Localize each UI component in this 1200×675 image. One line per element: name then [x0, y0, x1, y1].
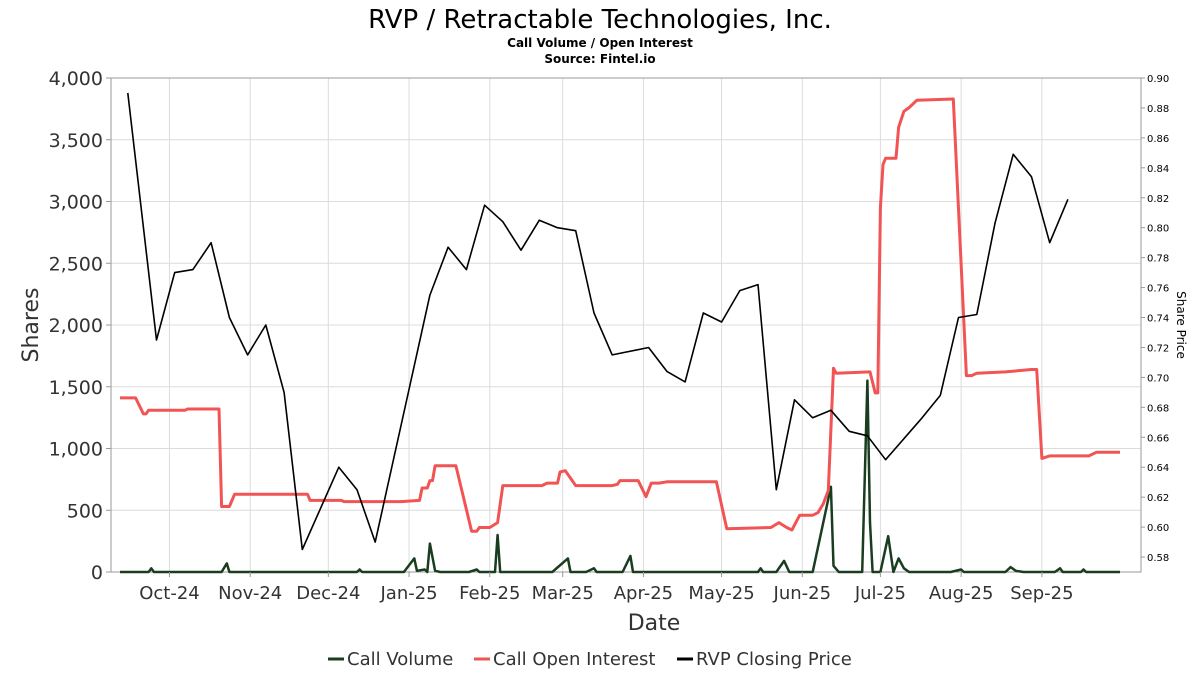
- x-tick-label: May-25: [688, 583, 754, 604]
- y2-tick-label: 0.78: [1147, 254, 1169, 265]
- x-tick-label: Jul-25: [854, 583, 906, 604]
- y-tick-label: 4,000: [49, 68, 103, 90]
- y-tick-label: 3,500: [49, 130, 103, 152]
- y2-tick-label: 0.60: [1147, 523, 1169, 534]
- x-tick-label: Apr-25: [614, 583, 673, 604]
- y2-tick-label: 0.80: [1147, 224, 1169, 235]
- y2-tick-label: 0.88: [1147, 104, 1169, 115]
- x-tick-label: Mar-25: [532, 583, 594, 604]
- y-tick-label: 2,500: [49, 253, 103, 275]
- chart-title: RVP / Retractable Technologies, Inc.: [368, 5, 832, 35]
- legend: Call Volume Call Open Interest RVP Closing…: [328, 649, 852, 670]
- axis-ticks: 0 500 1,000 1,500 2,000 2,500 3,000 3,500 4,000 O…: [49, 68, 1170, 604]
- y2-tick-label: 0.66: [1147, 433, 1169, 444]
- y2-tick-label: 0.76: [1147, 284, 1169, 295]
- y2-tick-label: 0.86: [1147, 134, 1169, 145]
- x-tick-label: Oct-24: [139, 583, 200, 604]
- series-line-call-open-interest: [120, 97, 1120, 533]
- y2-tick-label: 0.58: [1147, 553, 1169, 564]
- y2-tick-label: 0.68: [1147, 403, 1169, 414]
- y2-axis-label: Share Price: [1174, 291, 1188, 359]
- x-tick-label: Aug-25: [929, 583, 994, 604]
- legend-label-rvp-closing-price: RVP Closing Price: [696, 649, 852, 670]
- y-axis-label: Shares: [19, 288, 44, 363]
- y2-tick-label: 0.72: [1147, 343, 1169, 354]
- y2-tick-label: 0.70: [1147, 373, 1169, 384]
- y-tick-label: 1,500: [49, 377, 103, 399]
- series-line-call-volume: [120, 379, 1120, 574]
- y-tick-label: 3,000: [49, 192, 103, 214]
- grid: [111, 77, 1141, 573]
- y2-tick-label: 0.82: [1147, 194, 1169, 205]
- legend-label-call-open-interest: Call Open Interest: [493, 649, 655, 670]
- x-tick-label: Jun-25: [773, 583, 832, 604]
- y2-tick-label: 0.90: [1147, 74, 1169, 85]
- legend-label-call-volume: Call Volume: [347, 649, 453, 670]
- x-tick-label: Feb-25: [459, 583, 520, 604]
- x-axis-label: Date: [628, 611, 681, 636]
- y2-tick-label: 0.84: [1147, 164, 1169, 175]
- series-layer: [120, 92, 1120, 574]
- chart-subtitle: Call Volume / Open Interest: [507, 36, 693, 50]
- y-tick-label: 2,000: [49, 315, 103, 337]
- series-line-rvp-closing-price: [127, 92, 1069, 551]
- chart-source: Source: Fintel.io: [544, 52, 655, 66]
- y2-tick-label: 0.62: [1147, 493, 1169, 504]
- x-tick-label: Nov-24: [218, 583, 282, 604]
- x-tick-label: Dec-24: [296, 583, 360, 604]
- y-tick-label: 1,000: [49, 439, 103, 461]
- x-tick-label: Sep-25: [1010, 583, 1073, 604]
- y-tick-label: 500: [67, 500, 103, 522]
- y2-tick-label: 0.64: [1147, 463, 1169, 474]
- y2-tick-label: 0.74: [1147, 314, 1169, 325]
- x-tick-label: Jan-25: [379, 583, 437, 604]
- y-tick-label: 0: [91, 562, 103, 584]
